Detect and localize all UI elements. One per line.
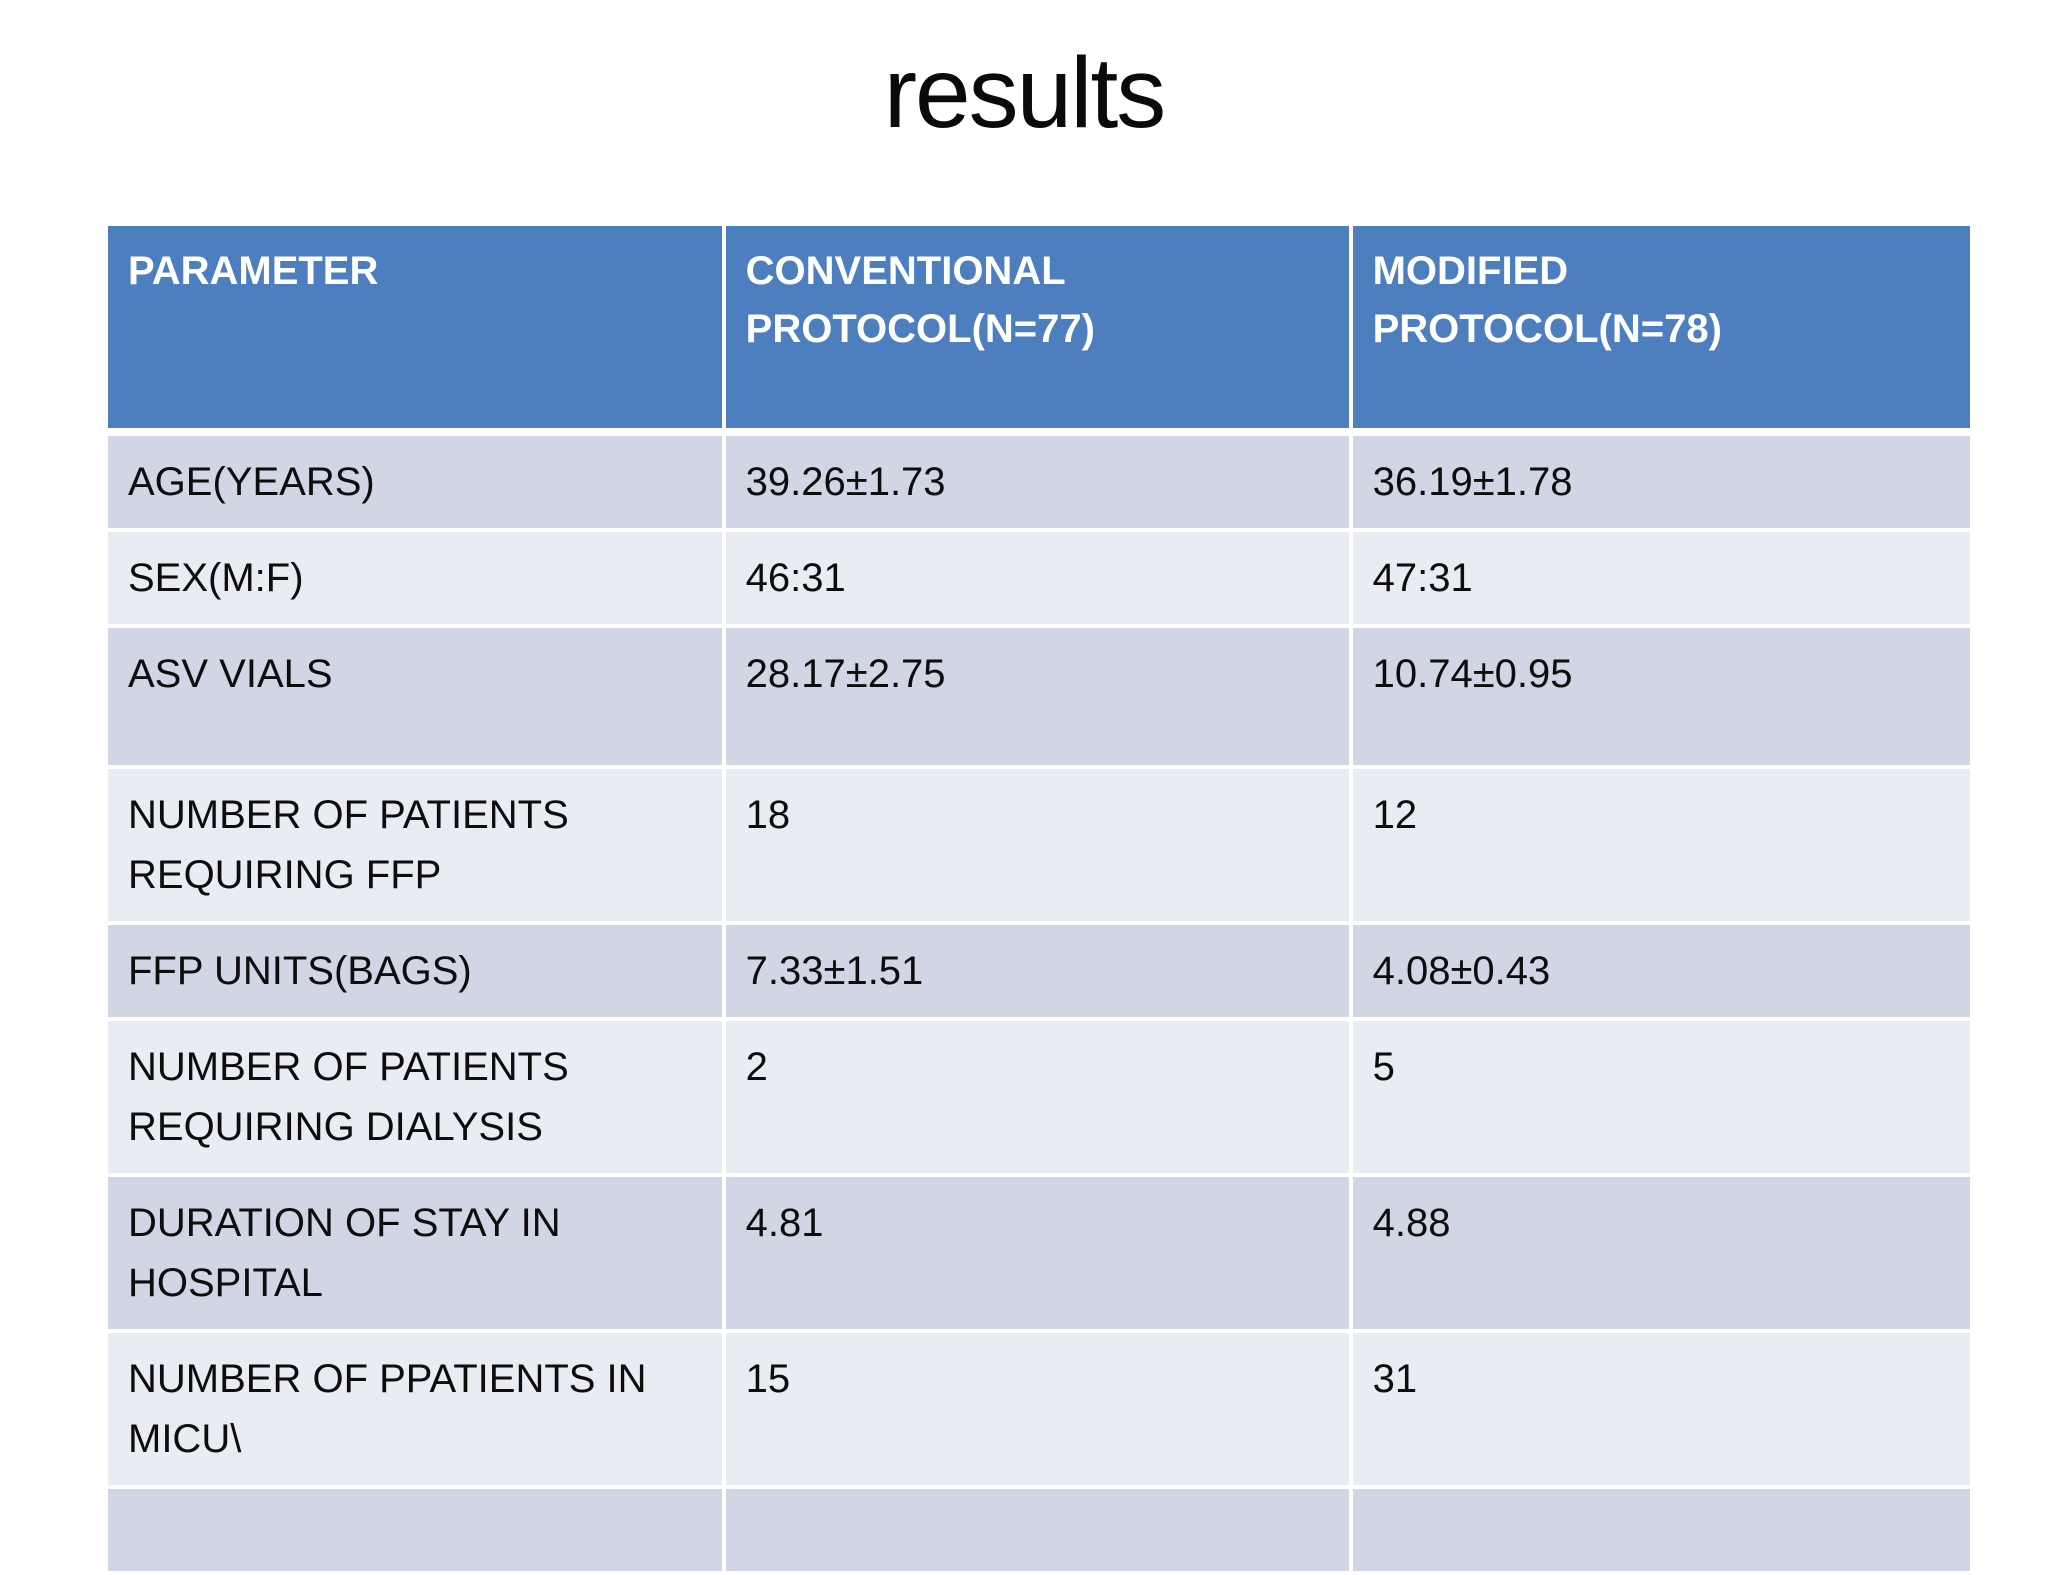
modified-value-cell: 36.19±1.78 [1348,430,1975,532]
modified-value-cell: 47:31 [1348,528,1975,628]
parameter-cell: NUMBER OF PPATIENTS IN MICU\ [104,1329,726,1489]
table-row: NUMBER OF PATIENTS REQUIRING DIALYSIS 2 … [104,1017,1975,1177]
table-row: SEX(M:F) 46:31 47:31 [104,528,1975,628]
conventional-value-cell: 2 [721,1017,1353,1177]
conventional-value-cell: 15 [721,1329,1353,1489]
table-row: NUMBER OF PPATIENTS IN MICU\ 15 31 [104,1329,1975,1489]
header-cell-conventional-protocol: CONVENTIONAL PROTOCOL(N=77) [721,222,1353,436]
header-cell-parameter: PARAMETER [104,222,726,436]
parameter-cell [104,1485,726,1575]
modified-value-cell: 5 [1348,1017,1975,1177]
table-row: AGE(YEARS) 39.26±1.73 36.19±1.78 [104,430,1975,532]
parameter-cell: AGE(YEARS) [104,430,726,532]
modified-value-cell: 10.74±0.95 [1348,624,1975,769]
conventional-value-cell: 7.33±1.51 [721,921,1353,1021]
modified-value-cell: 12 [1348,765,1975,925]
table-row: ASV VIALS 28.17±2.75 10.74±0.95 [104,624,1975,769]
modified-value-cell: 4.88 [1348,1173,1975,1333]
conventional-value-cell: 28.17±2.75 [721,624,1353,769]
parameter-cell: DURATION OF STAY IN HOSPITAL [104,1173,726,1333]
parameter-cell: ASV VIALS [104,624,726,769]
modified-value-cell [1348,1485,1975,1575]
conventional-value-cell: 39.26±1.73 [721,430,1353,532]
table-row-empty [104,1485,1975,1575]
table-header-row: PARAMETER CONVENTIONAL PROTOCOL(N=77) MO… [104,222,1975,436]
header-cell-modified-protocol: MODIFIED PROTOCOL(N=78) [1348,222,1975,436]
parameter-cell: NUMBER OF PATIENTS REQUIRING DIALYSIS [104,1017,726,1177]
parameter-cell: NUMBER OF PATIENTS REQUIRING FFP [104,765,726,925]
parameter-cell: FFP UNITS(BAGS) [104,921,726,1021]
modified-value-cell: 31 [1348,1329,1975,1489]
results-table: PARAMETER CONVENTIONAL PROTOCOL(N=77) MO… [104,222,1975,1575]
conventional-value-cell: 4.81 [721,1173,1353,1333]
conventional-value-cell: 18 [721,765,1353,925]
table-row: FFP UNITS(BAGS) 7.33±1.51 4.08±0.43 [104,921,1975,1021]
parameter-cell: SEX(M:F) [104,528,726,628]
modified-value-cell: 4.08±0.43 [1348,921,1975,1021]
table-row: DURATION OF STAY IN HOSPITAL 4.81 4.88 [104,1173,1975,1333]
conventional-value-cell [721,1485,1353,1575]
conventional-value-cell: 46:31 [721,528,1353,628]
table-row: NUMBER OF PATIENTS REQUIRING FFP 18 12 [104,765,1975,925]
slide-title: results [883,37,1167,149]
